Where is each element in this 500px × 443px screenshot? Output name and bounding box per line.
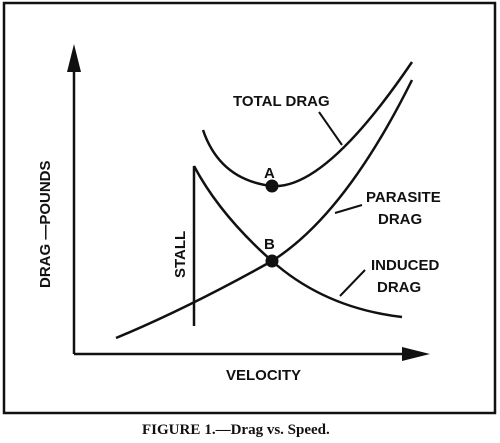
point-a-label: A (264, 165, 275, 182)
total-drag-label: TOTAL DRAG (233, 93, 330, 110)
induced-drag-label-line2: DRAG (377, 279, 421, 296)
total-drag-leader (318, 111, 343, 146)
parasite-drag-leader (334, 204, 363, 214)
induced-drag-label-line1: INDUCED (371, 257, 440, 274)
point-b-label: B (264, 236, 275, 253)
parasite-drag-curve (115, 79, 414, 340)
parasite-drag-label-line1: PARASITE (366, 189, 441, 206)
y-axis-title: DRAG —POUNDS (37, 160, 54, 288)
caption-figure-number: 1. (204, 422, 216, 438)
x-axis-title: VELOCITY (226, 367, 301, 384)
caption-figure-word: FIGURE (142, 422, 200, 438)
stall-label: STALL (172, 231, 189, 278)
total-drag-curve (201, 61, 414, 188)
point-b-marker (265, 254, 279, 268)
figure-caption: FIGURE 1.—Drag vs. Speed. (142, 422, 330, 438)
x-axis-arrowhead (402, 347, 430, 361)
point-a-marker (265, 179, 279, 193)
y-axis-arrowhead (67, 44, 81, 72)
induced-drag-leader (339, 269, 366, 297)
figure-border (2, 1, 497, 415)
parasite-drag-label-line2: DRAG (378, 211, 422, 228)
caption-text: —Drag vs. Speed. (215, 422, 330, 438)
